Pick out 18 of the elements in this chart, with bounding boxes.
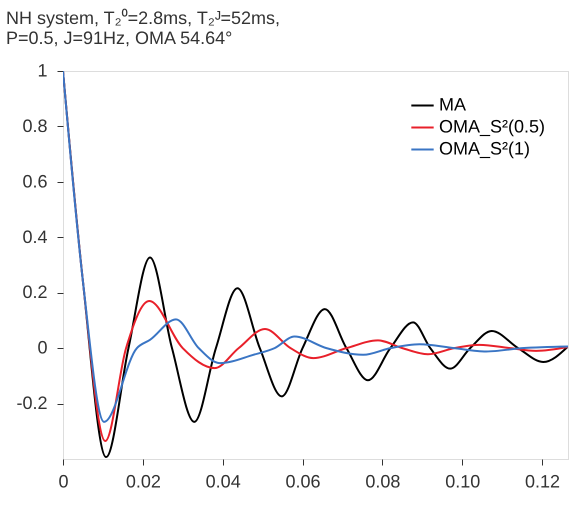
y-tick-label: 0.2 — [22, 282, 48, 302]
y-tick-label: -0.2 — [16, 393, 48, 414]
x-tick-label: 0.12 — [525, 472, 560, 492]
x-tick-label: 0.04 — [206, 472, 241, 492]
x-tick-label: 0.02 — [126, 472, 161, 492]
y-tick-label: 0 — [37, 338, 48, 358]
legend-label: OMA_S²(1) — [439, 138, 530, 158]
y-tick-label: 0.4 — [22, 226, 48, 247]
x-tick-label: 0.10 — [445, 472, 480, 492]
legend-label: OMA_S²(0.5) — [439, 116, 546, 136]
y-tick-label: 0.8 — [22, 116, 48, 136]
x-tick-label: 0.06 — [286, 472, 321, 492]
chart-title: NH system, T₂⁰=2.8ms, T₂ᴶ=52ms, P=0.5, J=91Hz, OMA 54.64° — [6, 8, 280, 48]
x-tick-label: 0.08 — [365, 472, 400, 492]
y-tick-label: 1 — [37, 60, 48, 80]
legend-label: MA — [439, 94, 466, 114]
y-tick-label: 0.6 — [22, 171, 48, 192]
x-tick-label: 0 — [58, 472, 69, 492]
